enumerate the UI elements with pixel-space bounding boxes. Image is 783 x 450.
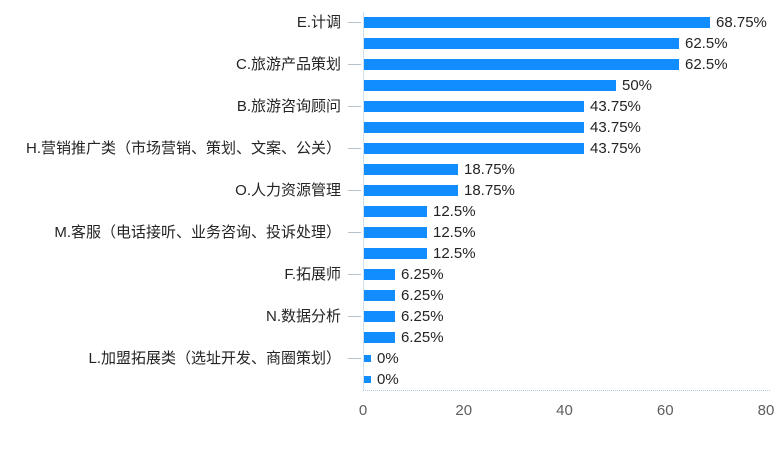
category-label: C.旅游产品策划 (235, 56, 341, 73)
bar[interactable] (364, 311, 395, 322)
category-label: M.客服（电话接听、业务咨询、投诉处理） (54, 224, 341, 241)
bar-row: H.营销推广类（市场营销、策划、文案、公关） 43.75% (0, 138, 783, 159)
category-label: B.旅游咨询顾问 (236, 98, 341, 115)
bar[interactable] (364, 332, 395, 343)
value-label: 6.25% (401, 329, 444, 346)
bar[interactable] (364, 122, 584, 133)
bar-row: N.数据分析 6.25% (0, 306, 783, 327)
category-tick-mark (348, 232, 361, 233)
value-label: 43.75% (590, 98, 641, 115)
bar[interactable] (364, 376, 371, 383)
bar[interactable] (364, 101, 584, 112)
value-label: 50% (622, 77, 653, 94)
value-label: 0% (377, 350, 399, 367)
bar[interactable] (364, 59, 679, 70)
value-label: 62.5% (685, 35, 728, 52)
category-label: O.人力资源管理 (235, 182, 341, 199)
category-tick-mark (348, 22, 361, 23)
bar-row: 50% (0, 75, 783, 96)
value-label: 0% (377, 371, 399, 388)
value-label: 6.25% (401, 287, 444, 304)
value-label: 18.75% (464, 182, 515, 199)
x-axis-tick-label: 20 (455, 402, 473, 419)
value-label: 68.75% (716, 14, 767, 31)
value-label: 12.5% (433, 203, 476, 220)
bar[interactable] (364, 185, 458, 196)
category-label: L.加盟拓展类（选址开发、商圈策划） (88, 350, 341, 367)
value-label: 6.25% (401, 308, 444, 325)
bar-row: 62.5% (0, 33, 783, 54)
category-label: N.数据分析 (265, 308, 341, 325)
bar-row: 12.5% (0, 243, 783, 264)
category-label: E.计调 (296, 14, 341, 31)
bar[interactable] (364, 17, 710, 28)
bar-row: C.旅游产品策划 62.5% (0, 54, 783, 75)
category-label: H.营销推广类（市场营销、策划、文案、公关） (25, 140, 341, 157)
bar-row: 18.75% (0, 159, 783, 180)
bar-row: 0% (0, 369, 783, 390)
value-label: 18.75% (464, 161, 515, 178)
bar-row: L.加盟拓展类（选址开发、商圈策划） 0% (0, 348, 783, 369)
bar[interactable] (364, 38, 679, 49)
bar-row: E.计调 68.75% (0, 12, 783, 33)
bar[interactable] (364, 80, 616, 91)
bar[interactable] (364, 248, 427, 259)
bar-row: 6.25% (0, 327, 783, 348)
bar-row: 12.5% (0, 201, 783, 222)
category-axis-line (363, 12, 364, 390)
value-axis-tick-labels: 0 20 40 60 80 (0, 400, 783, 422)
category-tick-mark (348, 148, 361, 149)
bar[interactable] (364, 227, 427, 238)
bar[interactable] (364, 290, 395, 301)
bar[interactable] (364, 164, 458, 175)
category-tick-mark (348, 316, 361, 317)
bar-row: F.拓展师 6.25% (0, 264, 783, 285)
value-label: 12.5% (433, 224, 476, 241)
bar-row: M.客服（电话接听、业务咨询、投诉处理） 12.5% (0, 222, 783, 243)
value-label: 12.5% (433, 245, 476, 262)
bar-row: 43.75% (0, 117, 783, 138)
x-axis-tick-label: 80 (757, 402, 775, 419)
bar[interactable] (364, 355, 371, 362)
category-tick-mark (348, 274, 361, 275)
value-label: 43.75% (590, 119, 641, 136)
bar-row: 6.25% (0, 285, 783, 306)
bar-row: O.人力资源管理 18.75% (0, 180, 783, 201)
category-tick-mark (348, 358, 361, 359)
bar[interactable] (364, 206, 427, 217)
x-axis-tick-label: 60 (656, 402, 674, 419)
x-axis-tick-label: 40 (556, 402, 573, 419)
category-label: F.拓展师 (284, 266, 341, 283)
bar-rows: E.计调 68.75% 62.5% C.旅游产品策划 62.5% 50% B.旅游咨询顾问 4… (0, 12, 783, 390)
category-tick-mark (348, 64, 361, 65)
x-axis-tick-label: 0 (358, 402, 368, 419)
bar[interactable] (364, 143, 584, 154)
value-label: 6.25% (401, 266, 444, 283)
bar[interactable] (364, 269, 395, 280)
value-label: 43.75% (590, 140, 641, 157)
value-label: 62.5% (685, 56, 728, 73)
value-axis-baseline (363, 390, 770, 391)
category-tick-mark (348, 106, 361, 107)
category-tick-mark (348, 190, 361, 191)
bar-row: B.旅游咨询顾问 43.75% (0, 96, 783, 117)
